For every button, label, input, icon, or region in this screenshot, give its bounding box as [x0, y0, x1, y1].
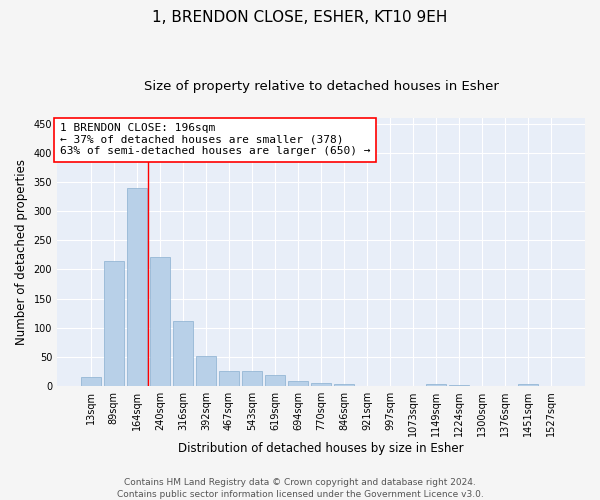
Bar [219, 371, 239, 386]
Text: 1, BRENDON CLOSE, ESHER, KT10 9EH: 1, BRENDON CLOSE, ESHER, KT10 9EH [152, 10, 448, 25]
Bar [265, 376, 285, 386]
Bar [334, 384, 354, 386]
Bar [518, 384, 538, 386]
Bar [288, 382, 308, 386]
Bar [449, 385, 469, 386]
Bar [150, 256, 170, 386]
Bar [104, 260, 124, 386]
Text: 1 BRENDON CLOSE: 196sqm
← 37% of detached houses are smaller (378)
63% of semi-d: 1 BRENDON CLOSE: 196sqm ← 37% of detache… [59, 123, 370, 156]
Bar [311, 383, 331, 386]
Y-axis label: Number of detached properties: Number of detached properties [15, 159, 28, 345]
Bar [173, 320, 193, 386]
Title: Size of property relative to detached houses in Esher: Size of property relative to detached ho… [143, 80, 499, 93]
Text: Contains HM Land Registry data © Crown copyright and database right 2024.
Contai: Contains HM Land Registry data © Crown c… [116, 478, 484, 499]
Bar [196, 356, 216, 386]
Bar [242, 372, 262, 386]
Bar [427, 384, 446, 386]
Bar [127, 188, 146, 386]
X-axis label: Distribution of detached houses by size in Esher: Distribution of detached houses by size … [178, 442, 464, 455]
Bar [81, 376, 101, 386]
